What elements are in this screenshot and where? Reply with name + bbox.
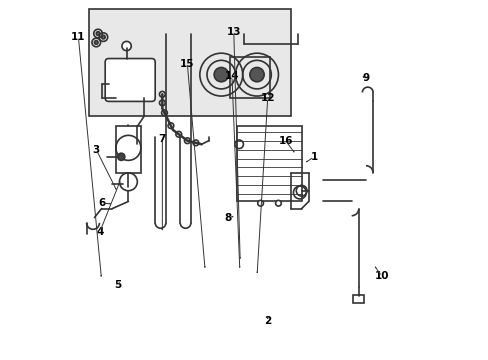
Bar: [89, 9, 290, 116]
Text: 6: 6: [98, 198, 105, 208]
Circle shape: [118, 153, 124, 160]
FancyBboxPatch shape: [105, 59, 155, 102]
Circle shape: [214, 67, 228, 82]
Text: 10: 10: [374, 271, 388, 282]
Circle shape: [122, 41, 131, 51]
Text: 1: 1: [310, 152, 317, 162]
Bar: [230, 57, 269, 98]
Circle shape: [257, 201, 263, 206]
Circle shape: [275, 201, 281, 206]
Text: 7: 7: [158, 134, 166, 144]
Text: 3: 3: [92, 145, 100, 155]
Circle shape: [96, 32, 100, 35]
Bar: [353, 296, 364, 303]
Text: 8: 8: [224, 212, 232, 222]
Circle shape: [102, 35, 105, 39]
Text: 4: 4: [96, 227, 103, 237]
Bar: [237, 126, 301, 202]
Bar: [116, 126, 141, 173]
Text: 14: 14: [224, 71, 239, 81]
Text: 13: 13: [226, 27, 241, 37]
Text: 5: 5: [114, 280, 121, 291]
Text: 12: 12: [260, 93, 274, 103]
Circle shape: [94, 41, 98, 44]
Text: 16: 16: [278, 136, 292, 146]
Text: 15: 15: [180, 59, 194, 69]
Text: 9: 9: [362, 73, 369, 83]
Text: 11: 11: [71, 32, 85, 42]
Text: 2: 2: [264, 316, 271, 326]
Circle shape: [249, 67, 264, 82]
